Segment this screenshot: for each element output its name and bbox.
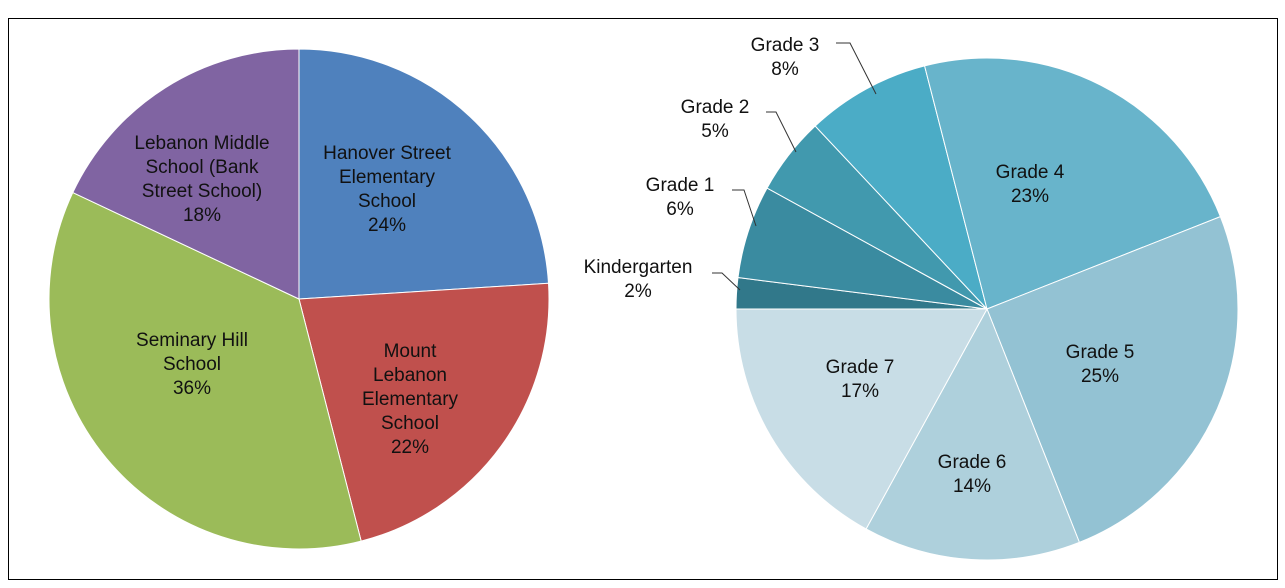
- slice-label: Grade 2 5%: [660, 96, 770, 144]
- slice-label: Lebanon Middle School (Bank Street Schoo…: [132, 132, 272, 228]
- slice-label: Seminary Hill School 36%: [112, 329, 272, 401]
- pie-slice: [923, 57, 1222, 310]
- slice-label: Grade 1 6%: [625, 174, 735, 222]
- slice-label: Grade 5 25%: [1045, 341, 1155, 389]
- value-label: 17%: [840, 381, 880, 402]
- pie-slice: [48, 191, 362, 550]
- category-name: Mount Lebanon Elementary School: [361, 341, 459, 434]
- category-name: Grade 7: [825, 357, 895, 378]
- pie-slice: [986, 215, 1239, 544]
- value-label: 22%: [390, 437, 430, 458]
- category-name: Grade 2: [680, 97, 750, 118]
- slice-label: Grade 3 8%: [730, 34, 840, 82]
- category-name: Lebanon Middle School (Bank Street Schoo…: [134, 133, 270, 202]
- value-label: 36%: [172, 378, 212, 399]
- slice-label: Kindergarten 2%: [558, 256, 718, 304]
- category-name: Grade 3: [750, 35, 820, 56]
- category-name: Hanover Street Elementary School: [323, 143, 451, 212]
- leader-line: [732, 189, 757, 227]
- category-name: Kindergarten: [583, 257, 693, 278]
- pies: [48, 48, 1239, 561]
- slice-label: Mount Lebanon Elementary School 22%: [350, 340, 470, 460]
- leader-lines: [712, 42, 877, 291]
- pie-slice: [865, 307, 1081, 561]
- leader-line: [766, 111, 797, 153]
- value-label: 24%: [367, 215, 407, 236]
- leader-line: [712, 272, 741, 291]
- value-label: 6%: [666, 199, 694, 220]
- pie-slice: [814, 65, 988, 310]
- value-label: 5%: [701, 121, 729, 142]
- pie-slice: [735, 308, 988, 530]
- frame: [8, 18, 1278, 580]
- category-name: Grade 6: [937, 452, 1007, 473]
- pie-slice: [72, 48, 300, 300]
- value-label: 18%: [182, 205, 222, 226]
- leader-line: [836, 42, 877, 95]
- value-label: 23%: [1010, 186, 1050, 207]
- slice-label: Grade 7 17%: [805, 356, 915, 404]
- value-label: 14%: [952, 476, 992, 497]
- slice-label: Hanover Street Elementary School 24%: [322, 142, 452, 238]
- category-name: Grade 4: [995, 162, 1065, 183]
- pie-slice: [298, 48, 550, 300]
- category-name: Grade 5: [1065, 342, 1135, 363]
- category-name: Grade 1: [645, 175, 715, 196]
- value-label: 8%: [771, 59, 799, 80]
- slice-label: Grade 4 23%: [975, 161, 1085, 209]
- value-label: 25%: [1080, 366, 1120, 387]
- pie-slice: [298, 282, 550, 542]
- slice-label: Grade 6 14%: [917, 451, 1027, 499]
- category-name: Seminary Hill School: [136, 330, 248, 375]
- value-label: 2%: [624, 281, 652, 302]
